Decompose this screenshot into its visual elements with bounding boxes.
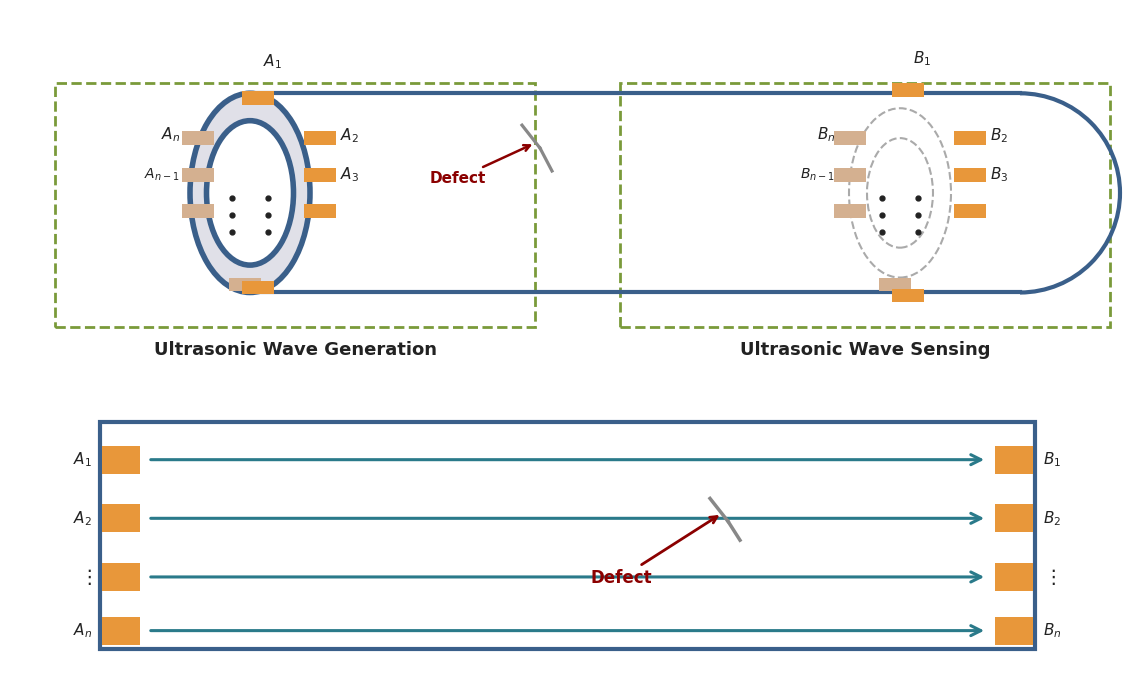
Bar [182, 204, 214, 218]
Text: $\vdots$: $\vdots$ [79, 567, 92, 587]
Text: $A_1$: $A_1$ [73, 450, 92, 469]
Text: $A_3$: $A_3$ [340, 166, 360, 184]
Ellipse shape [206, 120, 293, 265]
Bar [229, 277, 261, 292]
Text: $A_n$: $A_n$ [160, 126, 180, 144]
Bar [995, 617, 1033, 645]
Bar [305, 204, 335, 218]
Bar [619, 84, 1110, 327]
Text: $A_{n-1}$: $A_{n-1}$ [144, 167, 180, 183]
Bar [995, 563, 1033, 591]
Bar [834, 168, 866, 182]
Text: Ultrasonic Wave Sensing: Ultrasonic Wave Sensing [740, 341, 990, 359]
Bar [995, 446, 1033, 473]
Bar [182, 131, 214, 145]
Text: Ultrasonic Wave Generation: Ultrasonic Wave Generation [153, 341, 436, 359]
Bar [55, 84, 535, 327]
Bar [102, 617, 140, 645]
Text: $B_2$: $B_2$ [1043, 509, 1061, 528]
Bar [954, 131, 986, 145]
Bar [305, 131, 335, 145]
Bar [100, 422, 1035, 649]
Text: $A_2$: $A_2$ [340, 126, 358, 146]
Bar [250, 93, 1020, 292]
Text: Defect: Defect [590, 517, 717, 587]
Ellipse shape [190, 93, 310, 292]
Text: $\vdots$: $\vdots$ [1043, 567, 1056, 587]
Bar [242, 91, 274, 105]
Bar [834, 204, 866, 218]
Bar [305, 168, 335, 182]
Text: $B_1$: $B_1$ [913, 50, 931, 69]
Text: $B_n$: $B_n$ [1043, 622, 1061, 640]
Bar [954, 168, 986, 182]
Text: $A_n$: $A_n$ [73, 622, 92, 640]
Text: Defect: Defect [431, 146, 530, 186]
Text: $B_n$: $B_n$ [816, 126, 835, 144]
Text: $B_1$: $B_1$ [1043, 450, 1061, 469]
Text: $B_2$: $B_2$ [990, 126, 1008, 146]
Bar [242, 281, 274, 294]
Bar [954, 204, 986, 218]
Bar [102, 446, 140, 473]
Bar [182, 168, 214, 182]
Bar [892, 288, 924, 303]
Text: $B_{n-1}$: $B_{n-1}$ [800, 167, 835, 183]
Bar [102, 563, 140, 591]
Text: $B_3$: $B_3$ [990, 166, 1009, 184]
Wedge shape [1020, 93, 1120, 292]
Bar [995, 505, 1033, 532]
Text: $A_1$: $A_1$ [262, 52, 282, 71]
Bar [892, 84, 924, 97]
Bar [879, 277, 911, 292]
Bar [834, 131, 866, 145]
Text: $A_2$: $A_2$ [73, 509, 92, 528]
Bar [102, 505, 140, 532]
